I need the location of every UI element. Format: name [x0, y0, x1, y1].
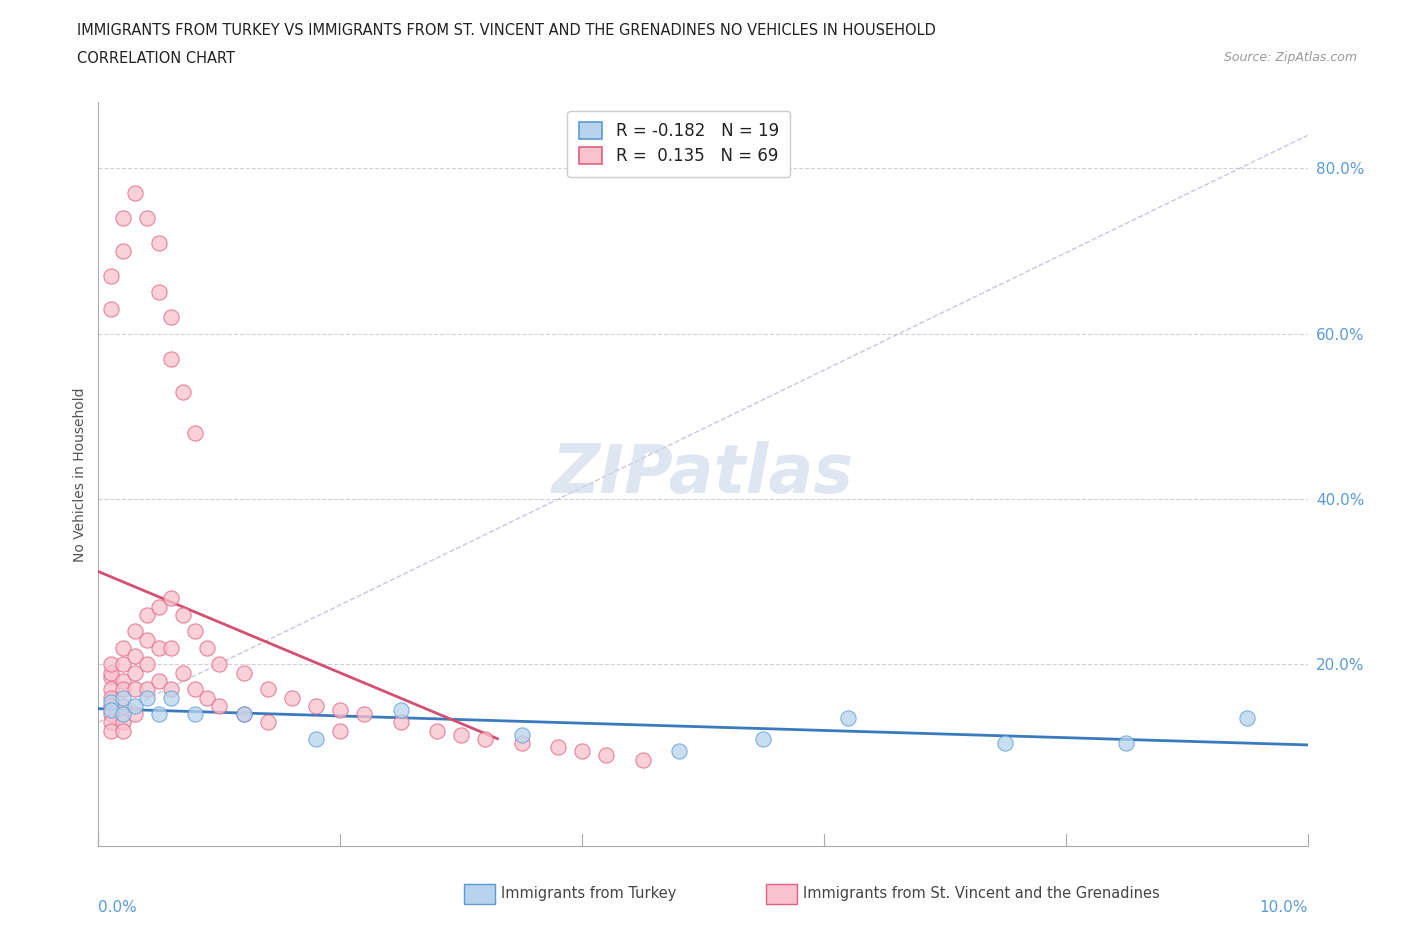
Point: [111, 707, 134, 722]
Point: [256, 715, 278, 730]
Point: [208, 698, 231, 713]
Point: [631, 752, 654, 767]
Point: [232, 707, 254, 722]
Point: [195, 690, 218, 705]
Point: [160, 682, 183, 697]
Point: [148, 235, 170, 250]
Point: [100, 715, 122, 730]
Point: [160, 690, 183, 705]
Point: [148, 285, 170, 299]
Point: [100, 670, 122, 684]
Point: [100, 694, 122, 709]
Point: [111, 244, 134, 259]
Point: [232, 707, 254, 722]
Point: [124, 649, 146, 664]
Point: [172, 607, 194, 622]
Point: [474, 731, 496, 746]
Point: [752, 731, 775, 746]
Point: [135, 607, 157, 622]
Point: [668, 744, 690, 759]
Point: [329, 724, 352, 738]
Point: [426, 724, 449, 738]
Point: [184, 624, 207, 639]
Point: [160, 591, 183, 605]
Point: [595, 748, 617, 763]
Point: [100, 269, 122, 284]
Point: [111, 673, 134, 688]
Point: [100, 665, 122, 680]
Point: [184, 707, 207, 722]
Point: [148, 673, 170, 688]
Y-axis label: No Vehicles in Household: No Vehicles in Household: [73, 387, 87, 562]
Point: [148, 707, 170, 722]
Point: [135, 682, 157, 697]
Point: [100, 702, 122, 717]
Point: [208, 657, 231, 671]
Point: [135, 657, 157, 671]
Point: [184, 682, 207, 697]
Point: [160, 641, 183, 656]
Point: [111, 210, 134, 225]
Point: [256, 682, 278, 697]
Point: [510, 727, 533, 742]
Point: [305, 731, 328, 746]
Point: [281, 690, 304, 705]
Point: [135, 210, 157, 225]
Legend: R = -0.182   N = 19, R =  0.135   N = 69: R = -0.182 N = 19, R = 0.135 N = 69: [567, 111, 790, 177]
Point: [100, 690, 122, 705]
Text: 0.0%: 0.0%: [98, 900, 138, 915]
Point: [353, 707, 375, 722]
Point: [124, 186, 146, 201]
Point: [547, 739, 569, 754]
Text: CORRELATION CHART: CORRELATION CHART: [77, 51, 235, 66]
Point: [305, 698, 328, 713]
Point: [100, 657, 122, 671]
Point: [124, 707, 146, 722]
Point: [1115, 736, 1137, 751]
Point: [329, 702, 352, 717]
Point: [135, 690, 157, 705]
Point: [232, 665, 254, 680]
Point: [111, 641, 134, 656]
Point: [100, 698, 122, 713]
Text: Source: ZipAtlas.com: Source: ZipAtlas.com: [1223, 51, 1357, 64]
Point: [111, 682, 134, 697]
Point: [124, 665, 146, 680]
Point: [124, 698, 146, 713]
Text: 10.0%: 10.0%: [1260, 900, 1308, 915]
Point: [148, 599, 170, 614]
Point: [160, 310, 183, 325]
Point: [160, 352, 183, 366]
Point: [450, 727, 472, 742]
Point: [172, 384, 194, 399]
Point: [100, 707, 122, 722]
Point: [111, 657, 134, 671]
Point: [184, 426, 207, 441]
Point: [124, 624, 146, 639]
Point: [389, 715, 412, 730]
Point: [111, 724, 134, 738]
Point: [111, 698, 134, 713]
Point: [571, 744, 593, 759]
Text: ZIPatlas: ZIPatlas: [553, 442, 853, 507]
Point: [100, 301, 122, 316]
Point: [837, 711, 859, 725]
Text: Immigrants from Turkey: Immigrants from Turkey: [501, 886, 676, 901]
Point: [172, 665, 194, 680]
Point: [100, 682, 122, 697]
Point: [510, 736, 533, 751]
Point: [111, 690, 134, 705]
Point: [100, 724, 122, 738]
Text: IMMIGRANTS FROM TURKEY VS IMMIGRANTS FROM ST. VINCENT AND THE GRENADINES NO VEHI: IMMIGRANTS FROM TURKEY VS IMMIGRANTS FRO…: [77, 23, 936, 38]
Point: [135, 632, 157, 647]
Point: [111, 715, 134, 730]
Point: [124, 682, 146, 697]
Point: [148, 641, 170, 656]
Point: [195, 641, 218, 656]
Point: [389, 702, 412, 717]
Point: [994, 736, 1017, 751]
Text: Immigrants from St. Vincent and the Grenadines: Immigrants from St. Vincent and the Gren…: [803, 886, 1160, 901]
Point: [1236, 711, 1258, 725]
